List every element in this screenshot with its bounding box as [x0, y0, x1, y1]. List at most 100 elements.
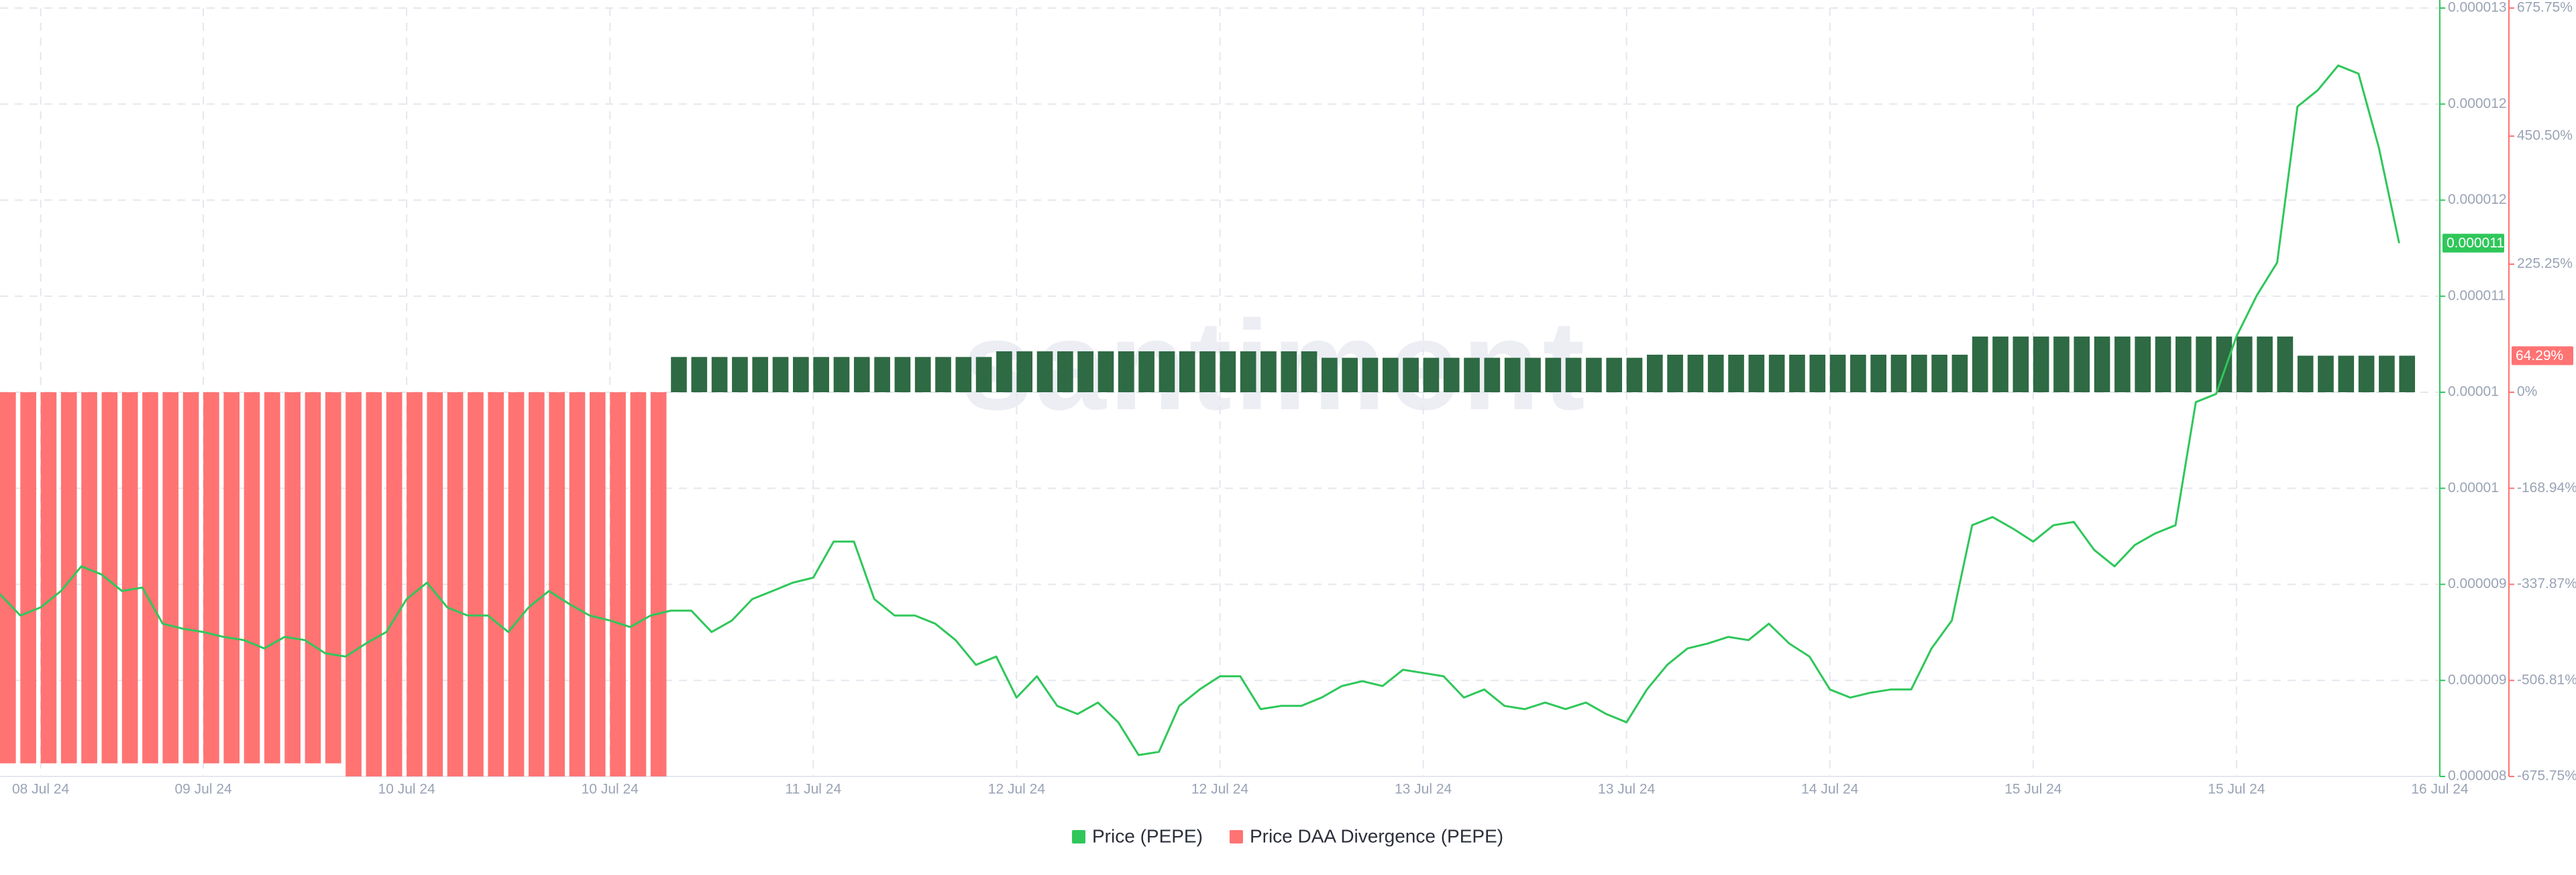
divergence-bar [2277, 336, 2294, 392]
divergence-bar [2135, 336, 2151, 392]
divergence-bar [264, 392, 280, 764]
divergence-bar [1322, 357, 1338, 392]
divergence-bar [1890, 355, 1907, 392]
y-tick-label: 0.000008 [2448, 768, 2507, 784]
value-label: 64.29% [2516, 348, 2563, 363]
divergence-bar [1951, 355, 1968, 392]
divergence-bar [691, 357, 708, 392]
divergence-bar [2074, 336, 2090, 392]
divergence-bar [81, 392, 97, 764]
divergence-bar [142, 392, 158, 764]
divergence-bar [529, 392, 545, 776]
divergence-bar [508, 392, 525, 776]
divergence-bar [1707, 355, 1724, 392]
divergence-bar [2338, 355, 2355, 392]
divergence-bar [101, 392, 118, 764]
x-tick-label: 12 Jul 24 [988, 782, 1046, 797]
divergence-bar [813, 357, 829, 392]
divergence-bar [1565, 357, 1582, 392]
divergence-bar [2236, 336, 2253, 392]
divergence-bar [1525, 357, 1541, 392]
x-tick-label: 13 Jul 24 [1395, 782, 1452, 797]
divergence-bar [1159, 351, 1175, 392]
divergence-bar [1809, 355, 1826, 392]
divergence-bar [1077, 351, 1093, 392]
divergence-bar [793, 357, 809, 392]
divergence-bar [914, 357, 931, 392]
divergence-bar [1789, 355, 1805, 392]
divergence-bar [955, 357, 972, 392]
divergence-bar [1179, 351, 1195, 392]
divergence-bar [1016, 351, 1033, 392]
divergence-bar [1484, 357, 1501, 392]
divergence-bar [60, 392, 77, 764]
y2-tick-label: 675.75% [2517, 0, 2573, 15]
divergence-bar [2257, 336, 2273, 392]
divergence-bar [711, 357, 728, 392]
divergence-bar [284, 392, 301, 764]
divergence-bar [366, 392, 382, 776]
divergence-bar [20, 392, 36, 764]
divergence-bar [1382, 357, 1399, 392]
legend-swatch [1072, 830, 1085, 843]
divergence-bar [345, 392, 362, 776]
divergence-bar [894, 357, 911, 392]
divergence-bar [1748, 355, 1765, 392]
divergence-bar [2358, 355, 2375, 392]
divergence-bar [1199, 351, 1216, 392]
divergence-bar [223, 392, 240, 764]
divergence-bar [325, 392, 341, 764]
y-tick-label: 0.000013 [2448, 0, 2507, 15]
divergence-bar [1728, 355, 1744, 392]
divergence-bar [1240, 351, 1256, 392]
y2-tick-label: 0% [2517, 384, 2537, 400]
divergence-bar [975, 357, 992, 392]
divergence-bar [2155, 336, 2171, 392]
divergence-bar [1972, 336, 1988, 392]
x-tick-label: 12 Jul 24 [1191, 782, 1249, 797]
divergence-bar [1301, 351, 1318, 392]
divergence-bar [1992, 336, 2008, 392]
divergence-bar [305, 392, 321, 764]
divergence-bar [1138, 351, 1155, 392]
divergence-bar [1403, 357, 1419, 392]
divergence-bar [2094, 336, 2110, 392]
divergence-bar [1850, 355, 1866, 392]
divergence-bar [2399, 355, 2416, 392]
y-tick-label: 0.00001 [2448, 480, 2499, 495]
divergence-bar [121, 392, 138, 764]
legend-label: Price DAA Divergence (PEPE) [1250, 825, 1503, 846]
divergence-bar [833, 357, 850, 392]
x-tick-label: 10 Jul 24 [378, 782, 436, 797]
divergence-bar [1118, 351, 1134, 392]
divergence-bar [772, 357, 789, 392]
divergence-bar [1220, 351, 1236, 392]
x-tick-label: 15 Jul 24 [2208, 782, 2265, 797]
divergence-bar [2297, 355, 2314, 392]
y-tick-label: 0.000009 [2448, 672, 2507, 687]
divergence-bar [488, 392, 504, 776]
divergence-bar [2012, 336, 2029, 392]
divergence-bar [2379, 355, 2395, 392]
divergence-bar [427, 392, 443, 776]
divergence-bar [630, 392, 647, 776]
divergence-bar [1931, 355, 1947, 392]
divergence-bar [1260, 351, 1277, 392]
divergence-bar [1911, 355, 1927, 392]
x-tick-label: 10 Jul 24 [582, 782, 639, 797]
divergence-bar [1036, 351, 1053, 392]
divergence-bar [0, 392, 16, 764]
divergence-bar [2114, 336, 2131, 392]
y-tick-label: 0.000009 [2448, 576, 2507, 591]
divergence-bar [671, 357, 687, 392]
divergence-bar [468, 392, 484, 776]
divergence-bar [1362, 357, 1379, 392]
divergence-bar [650, 392, 667, 776]
divergence-bar [2175, 336, 2192, 392]
divergence-bar [2216, 336, 2233, 392]
divergence-bar [386, 392, 402, 776]
x-tick-label: 11 Jul 24 [785, 782, 841, 797]
value-badge [2512, 346, 2573, 365]
divergence-bar [203, 392, 219, 764]
